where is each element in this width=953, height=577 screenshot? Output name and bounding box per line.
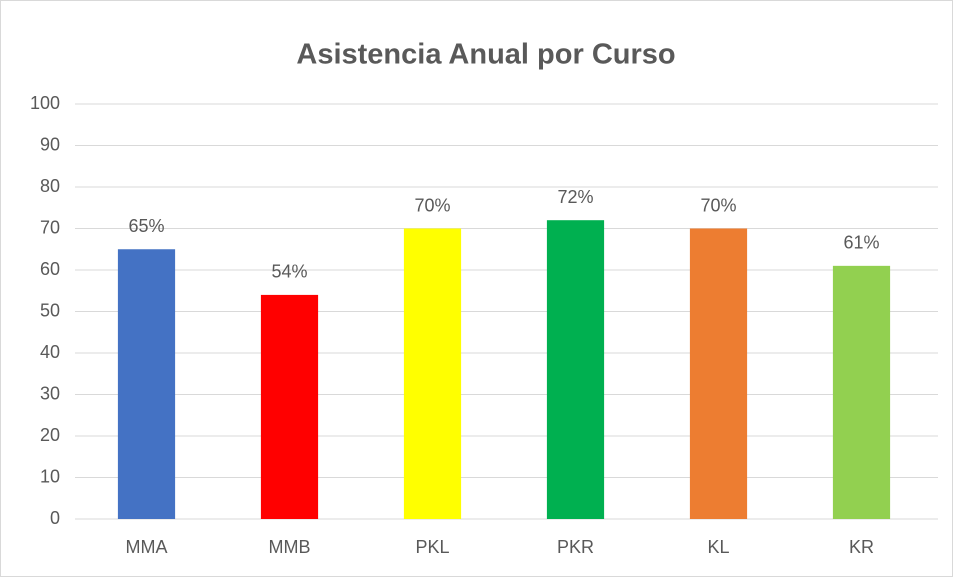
data-label: 70% (414, 195, 450, 215)
y-tick-label: 70 (40, 217, 60, 237)
bar (403, 228, 462, 519)
x-tick-label: KL (707, 537, 729, 557)
chart-title: Asistencia Anual por Curso (296, 39, 675, 71)
y-tick-label: 50 (40, 300, 60, 320)
y-tick-label: 0 (50, 508, 60, 528)
x-tick-label: KR (849, 537, 874, 557)
bar (832, 265, 891, 519)
bar (260, 294, 319, 519)
x-tick-label: MMA (126, 537, 168, 557)
bar (117, 249, 176, 519)
data-label: 72% (557, 187, 593, 207)
y-tick-label: 90 (40, 134, 60, 154)
y-tick-label: 80 (40, 176, 60, 196)
data-label: 54% (271, 262, 307, 282)
y-tick-label: 40 (40, 342, 60, 362)
x-tick-label: PKR (557, 537, 594, 557)
data-label: 70% (700, 195, 736, 215)
data-label: 65% (128, 216, 164, 236)
bar (689, 228, 748, 519)
y-tick-label: 20 (40, 425, 60, 445)
bar (546, 220, 605, 519)
x-tick-label: PKL (415, 537, 449, 557)
y-tick-label: 30 (40, 383, 60, 403)
y-tick-label: 10 (40, 466, 60, 486)
y-tick-label: 60 (40, 259, 60, 279)
y-tick-label: 100 (30, 93, 60, 113)
x-tick-label: MMB (269, 537, 311, 557)
data-label: 61% (843, 233, 879, 253)
